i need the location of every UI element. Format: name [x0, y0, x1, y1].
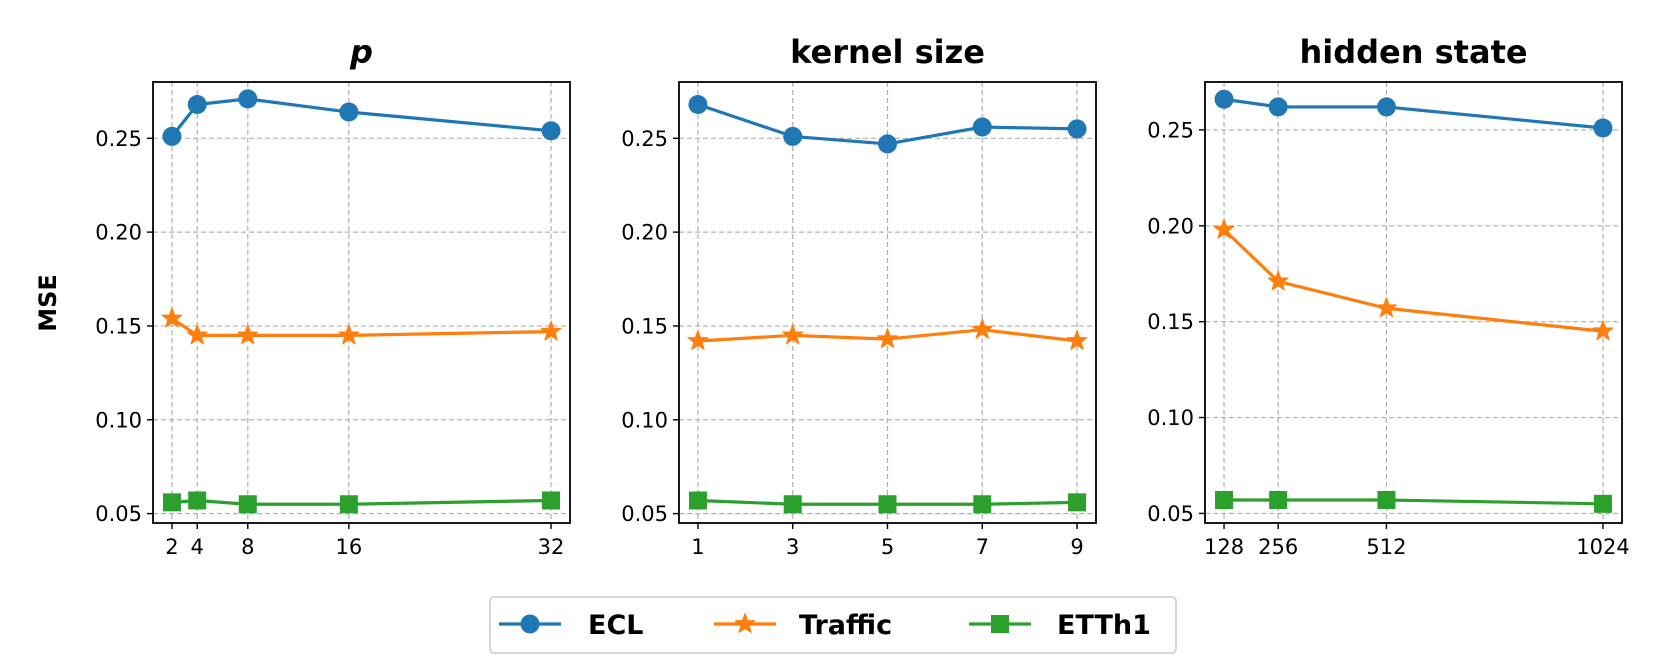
y-axis-label: MSE — [34, 274, 62, 332]
x-tick-label: 2 — [165, 535, 178, 559]
series-line-ecl — [1223, 97, 1604, 130]
axes-frame — [678, 81, 1097, 524]
y-tick-label: 0.15 — [95, 314, 142, 338]
data-point-ecl — [187, 95, 207, 115]
y-tick-label: 0.15 — [1147, 310, 1194, 334]
x-tick-label: 16 — [335, 535, 362, 559]
y-tick-label: 0.20 — [1147, 214, 1194, 238]
y-tick-label: 0.15 — [621, 314, 668, 338]
data-point-etth1 — [878, 495, 897, 514]
data-point-ecl — [339, 102, 359, 122]
data-point-etth1 — [1377, 490, 1396, 509]
legend-label-traffic: Traffic — [799, 610, 892, 641]
series-line-traffic — [1222, 228, 1604, 333]
legend-marker-etth1 — [991, 615, 1009, 633]
data-point-ecl — [1214, 89, 1234, 109]
x-tick-label: 4 — [191, 535, 204, 559]
x-tick-label: 5 — [881, 535, 894, 559]
legend-frame — [489, 596, 1177, 654]
axes-frame — [1204, 81, 1623, 524]
axes-frame — [152, 81, 571, 524]
series-line-etth1 — [171, 498, 552, 506]
data-point-traffic — [1213, 218, 1235, 239]
series-line-etth1 — [1224, 498, 1603, 506]
data-point-etth1 — [1269, 490, 1288, 509]
chart-panels: 0.05 0.10 0.15 0.20 0.25 2 4 8 16 32 p 0.05 0.10 0.15… — [95, 33, 1629, 559]
data-point-ecl — [688, 95, 708, 115]
data-point-etth1 — [162, 493, 181, 512]
data-point-etth1 — [238, 495, 257, 514]
data-point-ecl — [783, 126, 803, 146]
series-line-traffic — [171, 317, 552, 337]
x-tick-label: 3 — [786, 535, 799, 559]
data-point-etth1 — [688, 491, 707, 510]
y-tick-label: 0.05 — [621, 502, 668, 526]
data-point-traffic — [782, 324, 804, 345]
data-point-etth1 — [973, 495, 992, 514]
legend-marker-ecl — [520, 614, 540, 634]
y-tick-label: 0.25 — [1147, 118, 1194, 142]
data-point-etth1 — [783, 495, 802, 514]
x-tick-label: 9 — [1070, 535, 1083, 559]
legend-label-etth1: ETTh1 — [1057, 610, 1151, 641]
series-line-ecl — [170, 97, 552, 138]
chart-title: hidden state — [1299, 33, 1527, 71]
x-tick-label: 8 — [241, 535, 254, 559]
x-tick-label: 1024 — [1576, 535, 1629, 559]
panel-1: 0.05 0.10 0.15 0.20 0.25 2 4 8 16 32 p — [95, 33, 571, 559]
x-tick-label: 32 — [538, 535, 565, 559]
data-point-ecl — [1268, 97, 1288, 117]
data-point-ecl — [972, 117, 992, 137]
data-point-ecl — [541, 121, 561, 141]
panel-2: 0.05 0.10 0.15 0.20 0.25 1 3 5 7 9 kernel size — [621, 33, 1097, 559]
legend-label-ecl: ECL — [588, 610, 643, 641]
x-tick-label: 1 — [691, 535, 704, 559]
y-tick-label: 0.10 — [95, 408, 142, 432]
data-point-ecl — [1593, 118, 1613, 138]
data-point-ecl — [1376, 97, 1396, 117]
data-point-etth1 — [1215, 490, 1234, 509]
data-point-traffic — [540, 320, 562, 341]
data-point-traffic — [338, 324, 360, 345]
y-tick-label: 0.25 — [621, 127, 668, 151]
data-point-traffic — [1592, 320, 1614, 341]
y-tick-label: 0.05 — [1147, 502, 1194, 526]
x-tick-label: 512 — [1366, 535, 1406, 559]
y-tick-label: 0.20 — [621, 221, 668, 245]
data-point-ecl — [238, 89, 258, 109]
data-point-etth1 — [542, 491, 561, 510]
x-tick-label: 7 — [976, 535, 989, 559]
data-point-etth1 — [1593, 494, 1612, 513]
y-tick-label: 0.05 — [95, 502, 142, 526]
y-tick-label: 0.10 — [1147, 406, 1194, 430]
x-tick-label: 128 — [1204, 535, 1244, 559]
data-point-traffic — [971, 318, 993, 339]
data-point-traffic — [186, 324, 208, 345]
data-point-ecl — [878, 134, 897, 154]
x-tick-label: 256 — [1258, 535, 1298, 559]
chart-title: kernel size — [790, 33, 985, 71]
data-point-ecl — [1067, 119, 1087, 139]
data-point-ecl — [162, 126, 182, 146]
y-tick-label: 0.25 — [95, 127, 142, 151]
data-point-traffic — [237, 324, 259, 345]
data-point-traffic — [687, 329, 709, 350]
y-tick-label: 0.20 — [95, 221, 142, 245]
data-point-traffic — [161, 307, 183, 328]
data-point-traffic — [1375, 297, 1397, 318]
chart-title: p — [349, 33, 373, 71]
data-point-traffic — [1066, 329, 1088, 350]
legend: ECL Traffic ETTh1 — [489, 596, 1177, 654]
data-point-traffic — [877, 328, 898, 349]
data-point-etth1 — [339, 495, 358, 514]
legend-marker-traffic — [734, 613, 756, 633]
panel-3: 0.05 0.10 0.15 0.20 0.25 128 256 512 1024 hidden … — [1147, 33, 1629, 559]
data-point-etth1 — [188, 491, 207, 510]
data-point-traffic — [1267, 270, 1289, 291]
data-point-etth1 — [1068, 493, 1087, 512]
y-tick-label: 0.10 — [621, 408, 668, 432]
